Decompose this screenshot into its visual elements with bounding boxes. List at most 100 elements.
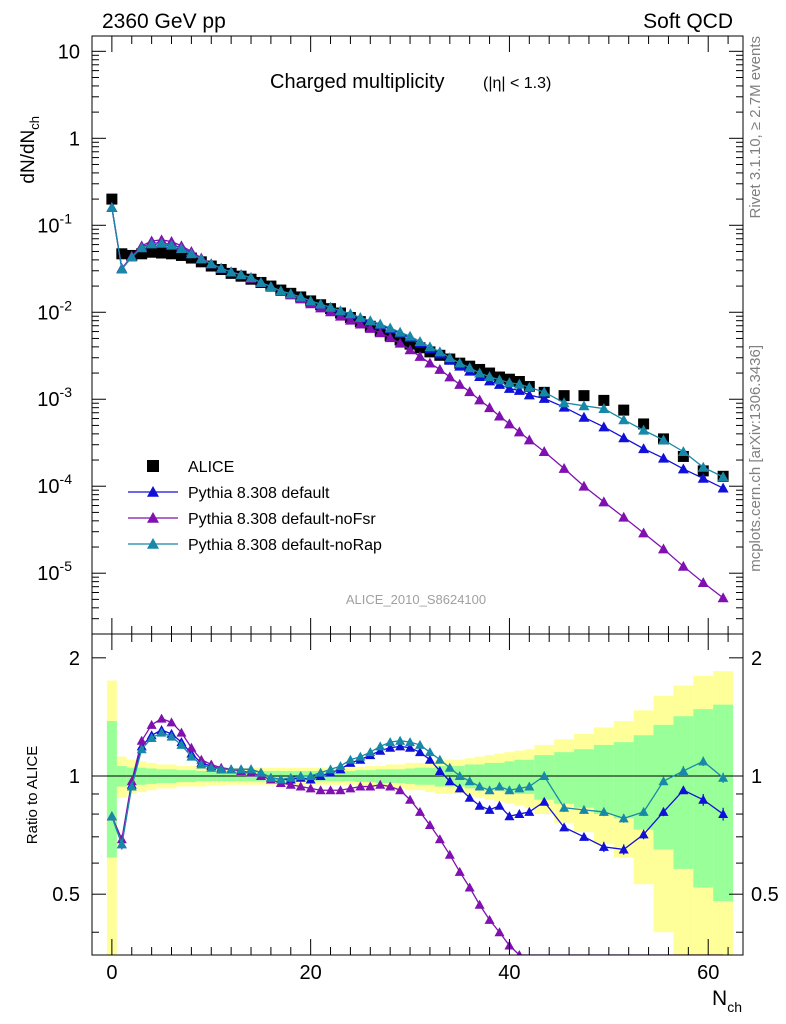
ratio-marker — [375, 779, 386, 789]
series-marker — [414, 336, 426, 346]
ratio-marker — [474, 899, 485, 909]
ratio-marker — [504, 811, 515, 821]
series-marker — [225, 266, 237, 277]
series-marker — [315, 298, 327, 309]
series-marker — [464, 362, 476, 373]
ratio-marker — [295, 781, 306, 791]
series-marker — [484, 402, 496, 413]
alice-data-point — [146, 246, 158, 258]
ratio-marker — [414, 739, 425, 749]
series-marker — [414, 351, 426, 361]
ratio-marker — [186, 742, 197, 752]
series-marker — [598, 496, 610, 507]
series-marker — [598, 421, 610, 432]
y-axis-label: dN/dNch — [18, 116, 42, 184]
series-marker — [116, 263, 128, 274]
ratio-band-inner — [494, 762, 505, 791]
series-marker — [166, 239, 178, 250]
series-marker — [185, 248, 197, 259]
ratio-marker — [414, 806, 425, 816]
header-right: Soft QCD — [643, 10, 733, 33]
series-marker — [538, 446, 550, 457]
series-marker — [484, 371, 496, 382]
alice-data-point — [106, 193, 118, 205]
ratio-marker — [559, 802, 570, 812]
series-marker — [334, 310, 346, 321]
series-marker — [334, 305, 346, 316]
series-marker — [394, 337, 406, 348]
legend-label: Pythia 8.308 default-noRap — [188, 537, 382, 554]
chart-title: Charged multiplicity — [270, 71, 445, 93]
series-marker — [156, 237, 168, 248]
ratio-marker — [658, 776, 669, 786]
ratio-marker — [638, 806, 649, 816]
chart-title-suffix: (|η| < 1.3) — [483, 75, 551, 92]
ratio-marker — [516, 950, 523, 955]
ratio-marker — [494, 781, 505, 791]
series-marker — [657, 452, 669, 463]
legend-marker — [147, 538, 159, 549]
alice-data-point — [166, 248, 178, 260]
ratio-marker — [345, 783, 356, 793]
ratio-marks — [106, 713, 729, 955]
ratio-marker — [385, 781, 396, 791]
ratio-marker — [395, 741, 406, 751]
rivet-version-label: Rivet 3.1.10, ≥ 2.7M events — [747, 36, 764, 219]
series-marker — [513, 378, 525, 389]
ratio-marker — [136, 744, 147, 754]
series-marker — [677, 560, 689, 571]
series-marker — [275, 285, 287, 296]
ratio-panel: 0.5 0.5 1 1 2 2 0 20 40 60 Ratio to ALICE Nch — [24, 36, 779, 1015]
ratio-marker — [246, 764, 257, 774]
ratio-marker — [345, 754, 356, 764]
watermark: ALICE_2010_S8624100 — [346, 592, 486, 607]
ratio-marker — [698, 756, 709, 766]
legend-label: ALICE — [188, 459, 234, 476]
alice-data-point — [598, 394, 610, 406]
ratio-marker — [618, 844, 629, 854]
ratio-marker — [146, 732, 157, 742]
series-marker — [697, 472, 709, 483]
ratio-marker — [504, 785, 515, 795]
ratio-marker — [285, 772, 296, 782]
series-marker — [255, 276, 267, 287]
series-marker — [717, 482, 729, 493]
ratio-marker — [176, 727, 187, 737]
ratio-marker — [116, 834, 127, 844]
ratio-marker — [186, 751, 197, 761]
ratio-marker — [444, 762, 455, 772]
ratio-marker — [464, 882, 475, 892]
ratio-marker — [176, 739, 187, 749]
series-marker — [444, 352, 456, 363]
ratio-marker — [454, 771, 465, 781]
ratio-band-inner — [524, 759, 535, 794]
ratio-marker — [474, 800, 485, 810]
ratio-band-inner — [593, 744, 614, 815]
alice-data-point — [558, 390, 570, 402]
ratio-marker — [434, 765, 445, 775]
ratio-marker — [335, 761, 346, 771]
alice-data-point — [677, 450, 689, 462]
ratio-y-ticks: 0.5 0.5 1 1 2 2 — [52, 648, 779, 933]
ratio-marker — [454, 783, 465, 793]
ratio-marker — [126, 781, 137, 791]
ratio-marker — [166, 731, 177, 741]
ratio-marker — [678, 765, 689, 775]
ratio-marker — [136, 735, 147, 745]
alice-data-point — [116, 248, 128, 260]
series-marker — [503, 382, 515, 393]
ratio-marker — [126, 776, 137, 786]
ratio-marker — [718, 809, 729, 819]
alice-data-point — [156, 247, 168, 259]
series-marker — [126, 251, 138, 262]
series-marker — [538, 392, 550, 403]
ratio-marker — [315, 785, 326, 795]
ratio-tick-label: 2 — [69, 648, 80, 670]
series-marker — [493, 374, 505, 385]
ratio-marker — [305, 771, 316, 781]
ratio-marker — [444, 849, 455, 859]
series-marker — [717, 592, 729, 603]
alice-data-point — [578, 390, 590, 402]
ratio-marker — [395, 735, 406, 745]
